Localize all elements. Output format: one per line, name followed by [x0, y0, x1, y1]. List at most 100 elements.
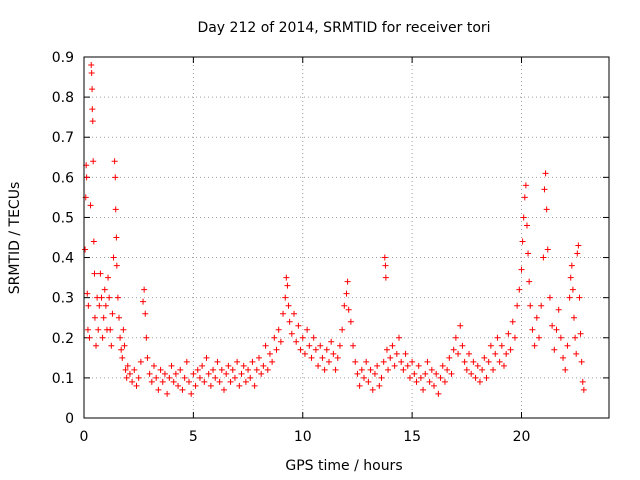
data-point: [225, 362, 232, 369]
data-point: [580, 386, 587, 393]
data-point: [205, 370, 212, 377]
data-point: [306, 342, 313, 349]
data-point: [566, 294, 573, 301]
data-point: [210, 366, 217, 373]
data-point: [90, 238, 97, 245]
data-point: [93, 342, 100, 349]
data-point: [90, 158, 97, 165]
data-point: [391, 362, 398, 369]
data-point: [119, 354, 126, 361]
data-point: [249, 358, 256, 365]
data-point: [253, 366, 260, 373]
data-point: [541, 186, 548, 193]
data-point: [446, 354, 453, 361]
y-tick-label: 0: [65, 411, 74, 427]
data-point: [503, 350, 510, 357]
data-point: [88, 62, 95, 69]
data-point: [562, 366, 569, 373]
data-point: [378, 374, 385, 381]
data-point: [159, 378, 166, 385]
data-point: [114, 294, 121, 301]
data-point: [109, 310, 116, 317]
data-point: [106, 294, 113, 301]
data-point: [264, 366, 271, 373]
axis-ticks: [83, 56, 609, 419]
data-point: [400, 366, 407, 373]
data-point: [527, 302, 534, 309]
data-point: [501, 362, 507, 369]
data-point: [437, 374, 444, 381]
data-point: [245, 366, 252, 373]
data-point: [344, 278, 351, 285]
data-point: [326, 358, 332, 365]
data-point: [361, 374, 367, 381]
data-point: [124, 362, 131, 369]
data-point: [494, 334, 501, 341]
data-point: [470, 358, 477, 365]
data-point: [172, 370, 179, 377]
data-point: [199, 362, 206, 369]
data-point: [291, 310, 297, 317]
data-point: [572, 334, 579, 341]
data-point: [144, 354, 151, 361]
data-point: [89, 106, 96, 113]
data-point: [170, 378, 177, 385]
data-point: [406, 374, 413, 381]
data-point: [280, 310, 287, 317]
data-point: [277, 338, 284, 345]
data-point: [283, 274, 290, 281]
data-point: [409, 358, 416, 365]
data-point: [312, 346, 319, 353]
data-point: [433, 370, 440, 377]
data-point: [555, 306, 562, 313]
x-tick-label: 10: [294, 429, 312, 445]
data-point: [113, 262, 120, 269]
data-point: [223, 370, 230, 377]
y-tick-label: 0.9: [52, 50, 74, 66]
data-point: [102, 302, 109, 309]
data-point: [120, 326, 127, 333]
data-point: [201, 378, 208, 385]
data-points: [82, 62, 587, 397]
data-point: [112, 206, 119, 213]
data-point: [439, 362, 446, 369]
data-point: [194, 366, 201, 373]
data-point: [148, 378, 155, 385]
data-point: [538, 302, 545, 309]
data-point: [122, 366, 129, 373]
tick-labels: 0 0.1 0.2 0.3 0.4 0.5 0.6 0.7 0.8 0.9 0 5 10 15 20: [52, 50, 531, 445]
data-point: [299, 334, 306, 341]
data-point: [151, 362, 157, 369]
data-point: [413, 378, 420, 385]
data-point: [153, 374, 160, 381]
y-tick-label: 0.1: [52, 371, 74, 387]
data-point: [293, 338, 300, 345]
data-point: [175, 382, 182, 389]
data-point: [459, 342, 466, 349]
data-point: [568, 262, 575, 269]
data-point: [269, 358, 276, 365]
data-point: [323, 346, 330, 353]
data-point: [428, 366, 435, 373]
data-point: [575, 242, 582, 249]
y-tick-label: 0.8: [52, 90, 74, 106]
data-point: [231, 374, 238, 381]
data-point: [463, 366, 470, 373]
data-point: [479, 366, 486, 373]
data-point: [498, 342, 505, 349]
data-point: [441, 378, 448, 385]
y-tick-label: 0.5: [52, 210, 74, 226]
data-point: [166, 374, 173, 381]
data-point: [142, 310, 149, 317]
data-point: [218, 366, 225, 373]
data-point: [393, 350, 400, 357]
data-point: [288, 330, 295, 337]
data-point: [258, 370, 265, 377]
data-point: [543, 206, 550, 213]
data-point: [424, 358, 431, 365]
data-point: [352, 358, 359, 365]
data-point: [99, 334, 106, 341]
data-point: [137, 358, 144, 365]
data-point: [518, 266, 525, 273]
data-point: [330, 350, 337, 357]
